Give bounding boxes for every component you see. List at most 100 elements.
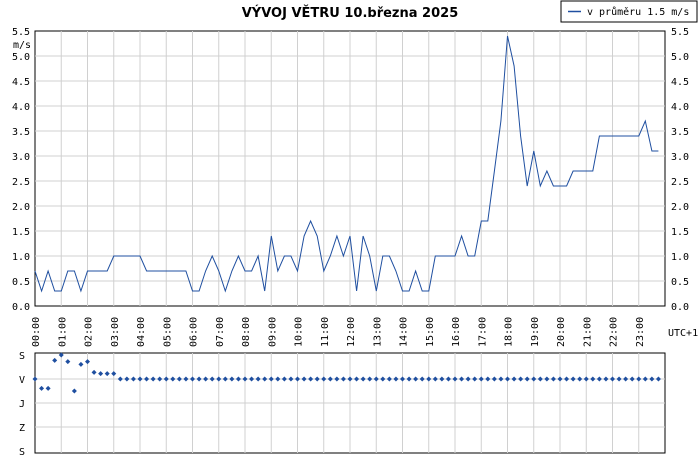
speed-y-tick-left: 3.5 (12, 127, 30, 138)
speed-series-line (34, 35, 659, 293)
legend-box (560, 0, 698, 23)
speed-y-tick-left: 4.0 (12, 102, 30, 113)
speed-y-tick-right: 4.5 (671, 77, 689, 88)
direction-point (71, 388, 77, 394)
direction-point (373, 376, 379, 382)
direction-point (216, 376, 222, 382)
direction-point (524, 376, 530, 382)
chart-title: VÝVOJ VĚTRU 10.března 2025 (242, 5, 459, 21)
direction-point (498, 376, 504, 382)
direction-point (308, 376, 314, 382)
direction-point (459, 376, 465, 382)
direction-point (610, 376, 615, 382)
x-tick-label: 09:00 (267, 317, 278, 347)
direction-point (65, 359, 71, 365)
direction-point (249, 376, 255, 382)
direction-point (170, 376, 176, 382)
direction-point (157, 376, 163, 382)
direction-point (137, 376, 143, 382)
speed-y-tick-left: 4.5 (12, 77, 30, 88)
direction-point (531, 376, 537, 382)
x-tick-label: 03:00 (110, 317, 121, 347)
direction-point (623, 376, 629, 382)
direction-point (642, 376, 648, 382)
direction-point (354, 376, 360, 382)
speed-grid (35, 31, 665, 306)
direction-point (478, 376, 484, 382)
direction-points (32, 352, 661, 394)
direction-y-axis: S V J Z S (19, 351, 25, 458)
x-tick-label: 08:00 (241, 317, 252, 347)
direction-point (465, 376, 471, 382)
direction-point (452, 376, 458, 382)
direction-point (485, 376, 491, 382)
direction-point (603, 376, 609, 382)
speed-y-tick-right: 4.0 (671, 102, 689, 113)
direction-point (163, 376, 169, 382)
direction-point (130, 376, 136, 382)
x-tick-label: 14:00 (399, 317, 410, 347)
direction-point (196, 376, 202, 382)
direction-point (413, 376, 419, 382)
direction-point (583, 376, 589, 382)
speed-y-tick-left: 5.0 (12, 52, 30, 63)
x-tick-label: 06:00 (189, 317, 200, 347)
direction-point (537, 376, 543, 382)
direction-point (439, 376, 445, 382)
direction-point (268, 376, 274, 382)
direction-point (511, 376, 517, 382)
direction-point (327, 376, 333, 382)
speed-y-tick-right: 0.5 (671, 277, 689, 288)
direction-point (52, 357, 58, 363)
direction-point (183, 376, 189, 382)
direction-point (295, 376, 300, 382)
direction-point (380, 376, 386, 382)
direction-point (144, 376, 150, 382)
direction-point (242, 376, 248, 382)
direction-point (104, 371, 110, 377)
direction-point (321, 376, 327, 382)
direction-point (222, 376, 228, 382)
direction-point (347, 376, 353, 382)
speed-y-tick-left: 2.5 (12, 177, 30, 188)
direction-point (340, 376, 346, 382)
speed-y-tick-left: 0.0 (12, 302, 30, 313)
direction-point (570, 376, 576, 382)
direction-point (45, 385, 51, 391)
direction-point (85, 359, 90, 365)
direction-point (406, 376, 412, 382)
x-axis-timezone-label: UTC+1 (668, 328, 698, 339)
x-tick-label: 20:00 (556, 317, 567, 347)
direction-point (360, 376, 366, 382)
speed-y-tick-left: 5.5 (12, 27, 30, 38)
direction-point (491, 376, 497, 382)
direction-point (616, 376, 622, 382)
direction-point (229, 376, 235, 382)
speed-y-tick-right: 2.5 (671, 177, 689, 188)
direction-point (367, 376, 373, 382)
speed-x-axis: 00:00 01:00 02:00 03:00 04:00 05:00 06:00 07:00… (31, 317, 646, 347)
direction-point (432, 376, 438, 382)
direction-point (288, 376, 294, 382)
speed-y-tick-right: 0.0 (671, 302, 689, 313)
direction-point (117, 376, 123, 382)
direction-point (426, 376, 432, 382)
speed-y-tick-left: 1.0 (12, 252, 30, 263)
x-tick-label: 05:00 (162, 317, 173, 347)
speed-y-tick-left: 1.5 (12, 227, 30, 238)
speed-y-axis-left: 0.0 0.5 1.0 1.5 2.0 2.5 3.0 3.5 4.0 4.5 5.0 5.5 (12, 27, 30, 313)
direction-point (557, 376, 563, 382)
speed-y-tick-left: 3.0 (12, 152, 30, 163)
direction-point (255, 376, 261, 382)
speed-y-tick-left: 0.5 (12, 277, 30, 288)
direction-point (176, 376, 182, 382)
speed-y-tick-right: 5.5 (671, 27, 689, 38)
direction-point (262, 376, 268, 382)
direction-point (203, 376, 209, 382)
direction-point (190, 376, 195, 382)
x-tick-label: 19:00 (530, 317, 541, 347)
x-tick-label: 02:00 (84, 317, 95, 347)
direction-point (596, 376, 602, 382)
x-tick-label: 22:00 (609, 317, 620, 347)
